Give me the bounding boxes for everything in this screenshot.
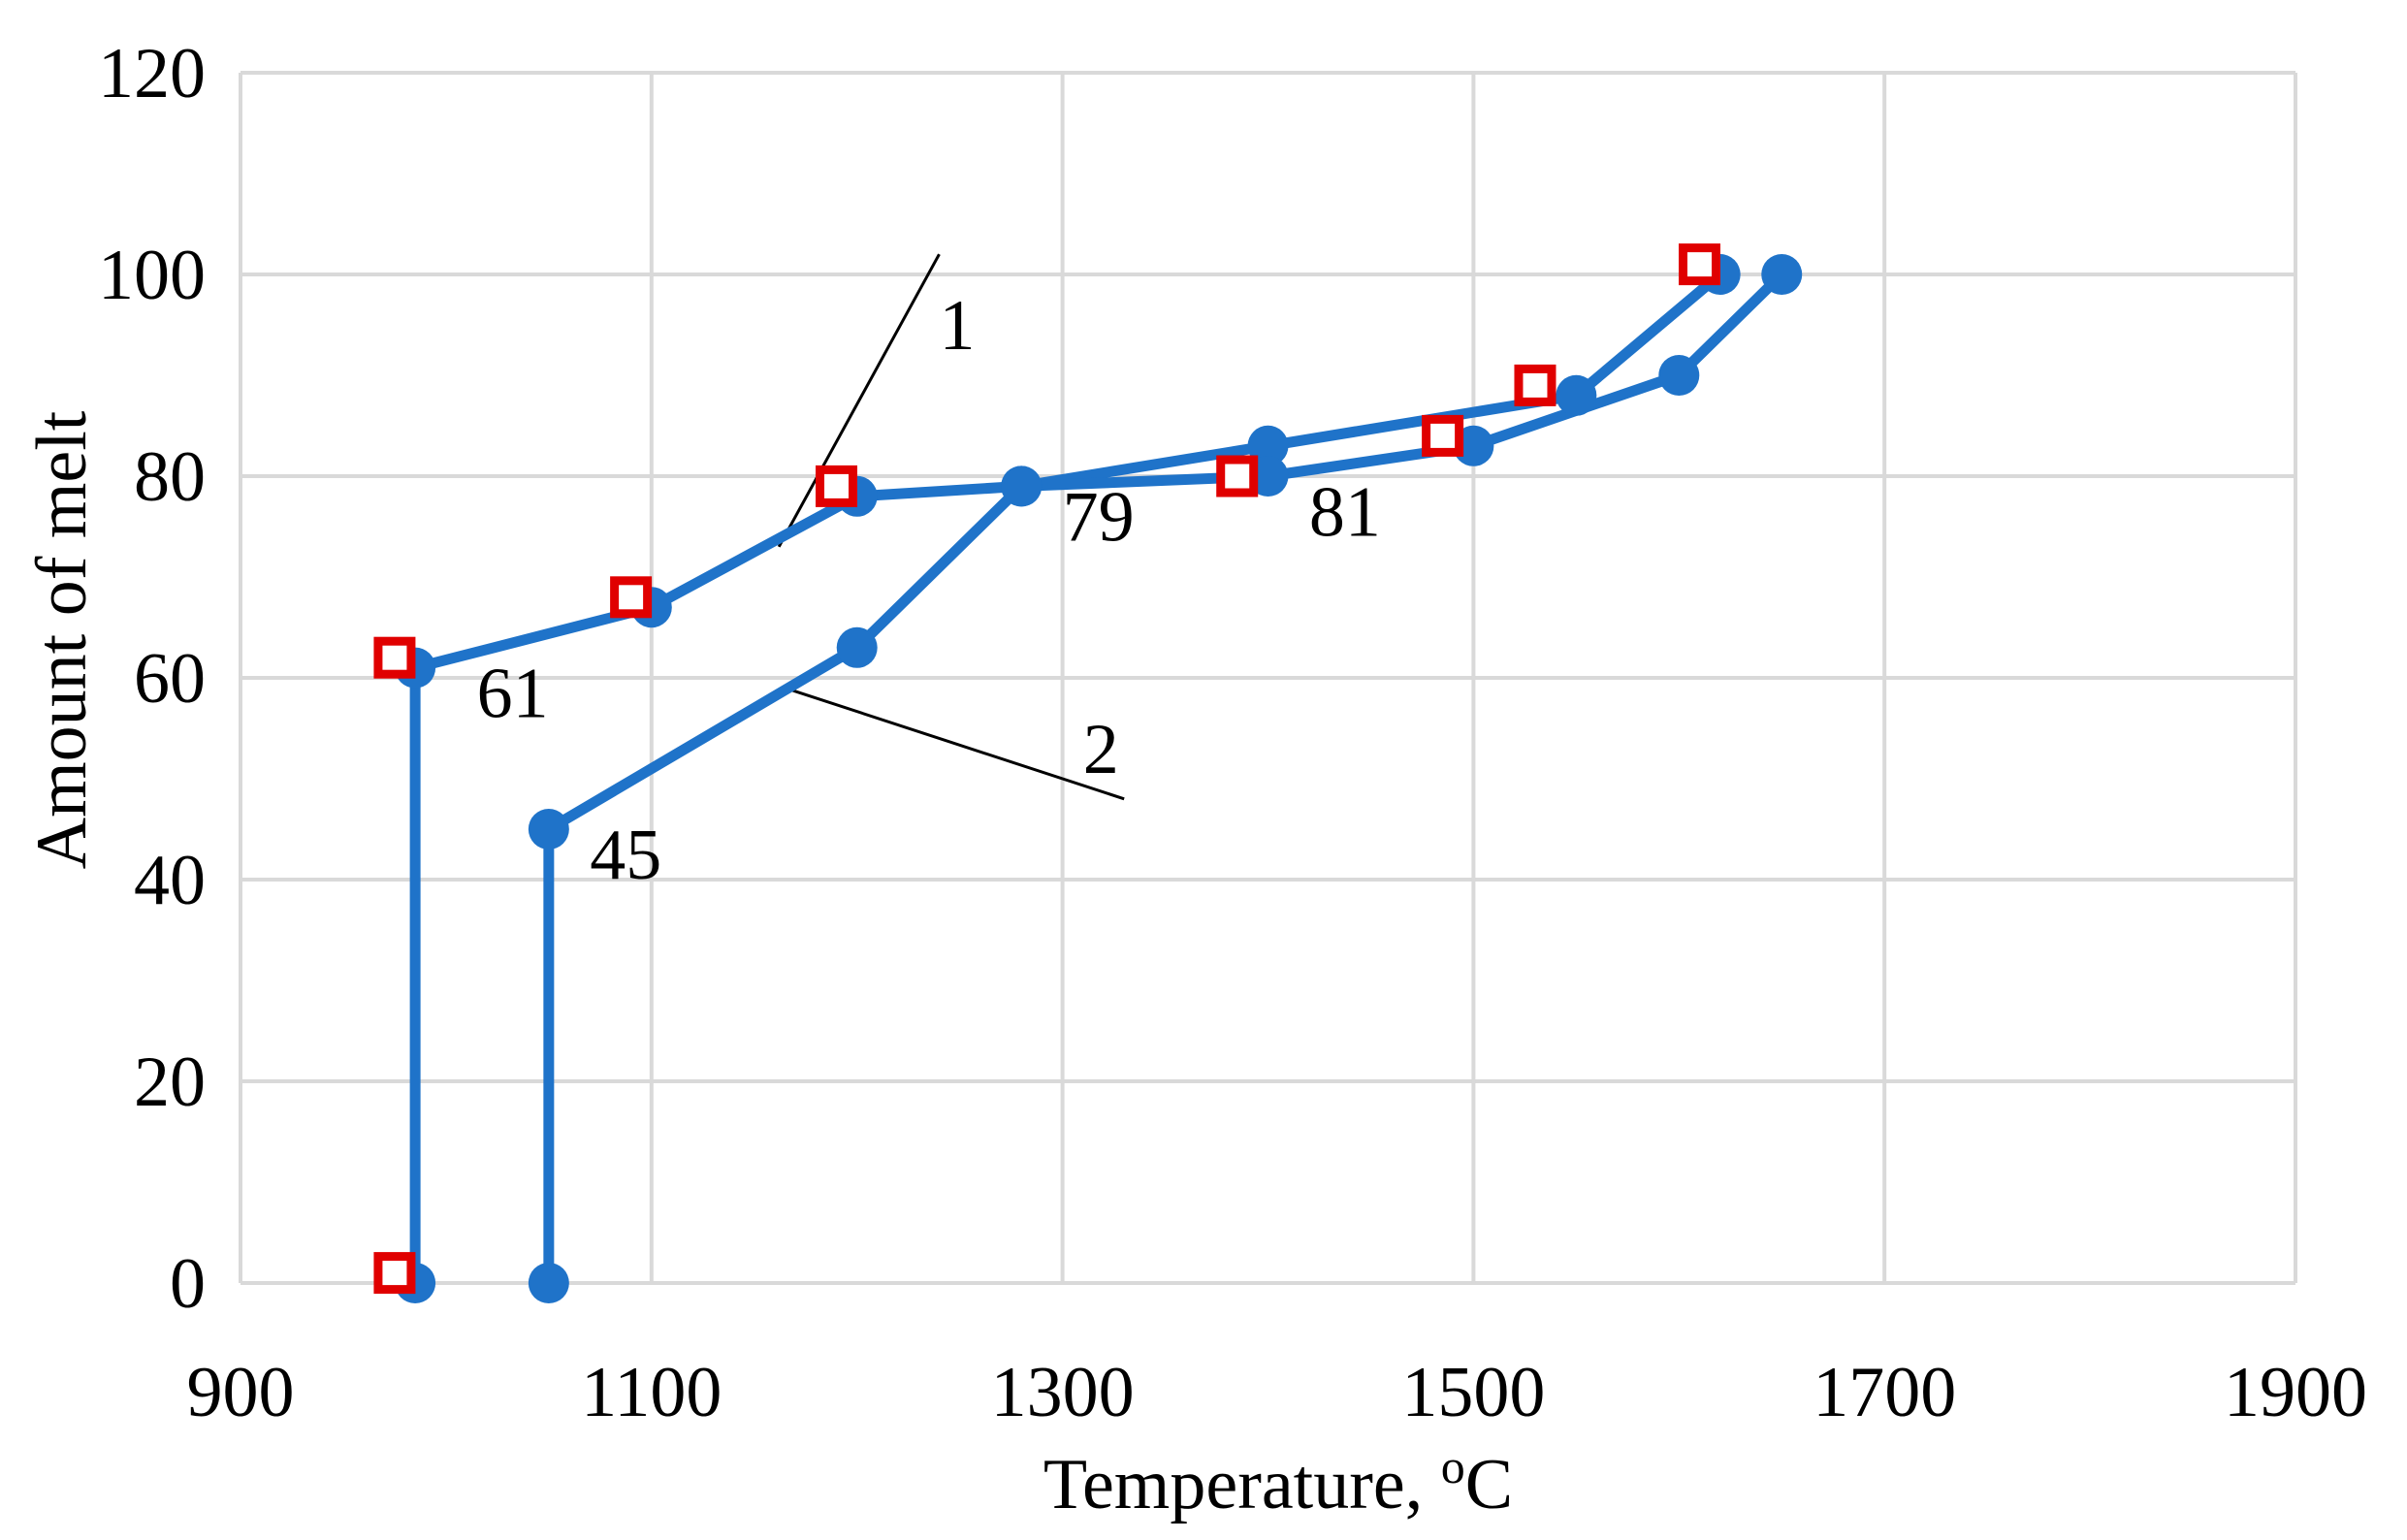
y-axis-title: Amount of melt xyxy=(22,410,102,869)
data-label: 81 xyxy=(1309,472,1381,552)
y-tick-label: 0 xyxy=(170,1244,206,1324)
data-point-square xyxy=(1422,414,1464,457)
callouts: 12 xyxy=(777,253,1125,801)
data-point-circle xyxy=(1761,254,1803,295)
data-label: 45 xyxy=(590,816,661,895)
data-label: 61 xyxy=(477,655,549,734)
x-tick-label: 1500 xyxy=(1401,1353,1545,1432)
y-tick-label: 60 xyxy=(134,639,206,719)
data-point-circle xyxy=(528,809,569,850)
data-point-square xyxy=(373,636,416,679)
data-point-square xyxy=(816,465,858,507)
x-tick-label: 1100 xyxy=(581,1353,722,1432)
data-point-square xyxy=(1514,364,1557,406)
callout-label: 2 xyxy=(1083,710,1119,789)
series-line xyxy=(543,271,1786,1283)
data-point-circle xyxy=(1001,465,1043,507)
data-point-circle xyxy=(528,1263,569,1303)
x-axis-ticks: 900 1100 1300 1500 1700 1900 xyxy=(187,1353,2368,1432)
x-tick-label: 1300 xyxy=(991,1353,1135,1432)
data-label: 79 xyxy=(1063,478,1135,558)
data-point-square xyxy=(1216,455,1259,497)
data-point-circle xyxy=(1556,374,1597,416)
x-tick-label: 900 xyxy=(187,1353,295,1432)
x-axis-title: Temperature, oC xyxy=(1043,1439,1513,1524)
x-tick-label: 1900 xyxy=(2224,1353,2367,1432)
y-tick-label: 80 xyxy=(134,437,206,517)
data-point-circle xyxy=(836,626,878,668)
callout-leader-line xyxy=(785,686,1125,801)
data-point-circle xyxy=(1658,355,1700,396)
y-tick-label: 120 xyxy=(98,34,206,113)
y-tick-label: 100 xyxy=(98,236,206,315)
y-tick-label: 20 xyxy=(134,1043,206,1122)
y-axis-ticks: 0 20 40 60 80 100 120 xyxy=(98,34,206,1324)
data-point-square xyxy=(1678,243,1720,286)
callout-label: 1 xyxy=(939,286,975,366)
data-labels: 61 45 79 81 xyxy=(477,472,1381,895)
callout-leader-line xyxy=(777,253,941,548)
y-tick-label: 40 xyxy=(134,841,206,920)
data-point-square xyxy=(373,1252,416,1295)
series-markers xyxy=(373,243,1803,1303)
x-tick-label: 1700 xyxy=(1813,1353,1956,1432)
data-point-square xyxy=(610,576,653,619)
